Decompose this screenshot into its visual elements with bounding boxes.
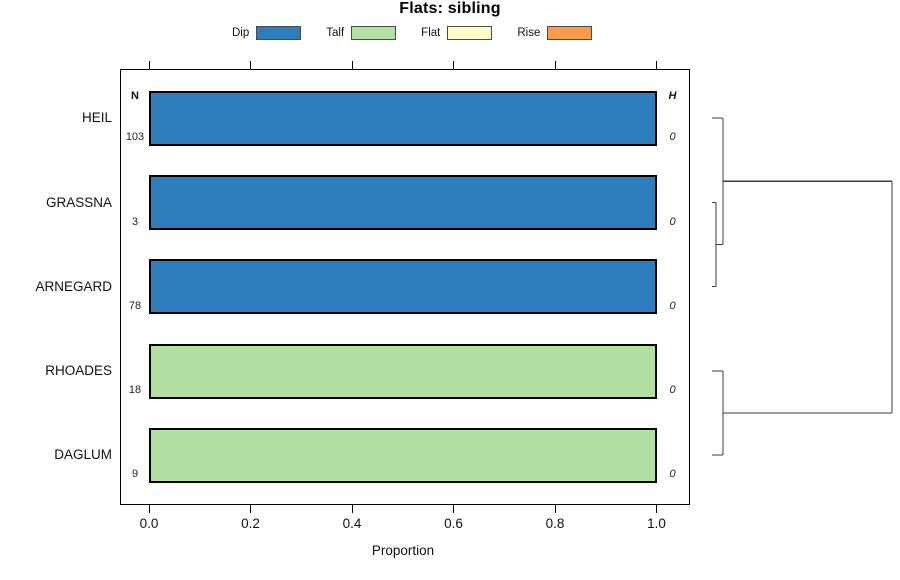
row-label-rhoades: RHOADES xyxy=(45,363,112,378)
x-axis-tick-label: 0.6 xyxy=(444,516,463,531)
x-axis-bottom-tick xyxy=(148,505,150,513)
x-axis-tick-label: 0.0 xyxy=(139,516,159,531)
x-axis-top-tick xyxy=(351,61,353,69)
legend-item-flat: Flat xyxy=(421,26,493,40)
x-axis-top-tick xyxy=(250,61,251,69)
x-axis-top-tick xyxy=(148,61,150,69)
bar-segment-talf xyxy=(151,345,655,397)
bar-segment-talf xyxy=(151,429,655,481)
h-value-daglum: 0 xyxy=(669,468,676,480)
bar-heil xyxy=(149,90,657,146)
legend-label-rise: Rise xyxy=(517,27,541,39)
legend-swatch-rise xyxy=(547,26,593,40)
x-axis-tick-label: 0.2 xyxy=(241,516,260,531)
x-axis-tick-label: 0.4 xyxy=(342,516,362,531)
legend: Dip Talf Flat Rise xyxy=(232,25,593,41)
h-value-grassna: 0 xyxy=(669,215,676,228)
x-axis-tick-label: 1.0 xyxy=(647,516,666,531)
legend-label-flat: Flat xyxy=(421,27,441,39)
row-label-heil: HEIL xyxy=(81,110,112,125)
n-value-arnegard: 78 xyxy=(128,299,142,312)
legend-item-talf: Talf xyxy=(326,26,397,40)
legend-label-dip: Dip xyxy=(232,27,250,39)
bar-segment-dip xyxy=(151,177,655,228)
x-axis-bottom-tick xyxy=(453,505,454,513)
x-axis-top-tick xyxy=(453,61,454,69)
bar-daglum xyxy=(149,427,657,483)
row-label-arnegard: ARNEGARD xyxy=(35,278,112,294)
bar-arnegard xyxy=(149,259,657,314)
x-axis-top-tick xyxy=(656,61,657,69)
bar-segment-dip xyxy=(151,261,655,312)
x-axis-bottom-tick xyxy=(250,505,251,513)
legend-item-dip: Dip xyxy=(232,26,302,40)
h-value-arnegard: 0 xyxy=(669,299,676,312)
x-axis-tick-label: 0.8 xyxy=(545,516,565,531)
bar-grassna xyxy=(149,175,657,230)
x-axis-top-tick xyxy=(554,61,556,69)
row-label-grassna: GRASSNA xyxy=(45,194,112,210)
h-column-header: H xyxy=(668,90,677,102)
bar-rhoades xyxy=(149,343,657,399)
legend-swatch-flat xyxy=(447,26,493,40)
x-axis-bottom-tick xyxy=(554,505,556,513)
h-value-heil: 0 xyxy=(669,131,676,143)
legend-swatch-talf xyxy=(351,26,397,40)
n-value-daglum: 9 xyxy=(131,468,139,480)
n-value-heil: 103 xyxy=(125,131,145,143)
legend-swatch-dip xyxy=(256,26,302,40)
n-value-rhoades: 18 xyxy=(128,384,142,396)
legend-label-talf: Talf xyxy=(326,27,345,39)
bar-segment-dip xyxy=(151,92,655,144)
legend-item-rise: Rise xyxy=(517,26,593,40)
chart-title: Flats: sibling xyxy=(399,0,501,17)
n-column-header: N xyxy=(131,90,139,102)
x-axis-bottom-tick xyxy=(351,505,353,513)
row-label-daglum: DAGLUM xyxy=(54,447,112,462)
h-value-rhoades: 0 xyxy=(669,384,676,396)
x-axis-title: Proportion xyxy=(371,543,435,558)
n-value-grassna: 3 xyxy=(131,215,139,228)
x-axis-bottom-tick xyxy=(656,505,657,513)
